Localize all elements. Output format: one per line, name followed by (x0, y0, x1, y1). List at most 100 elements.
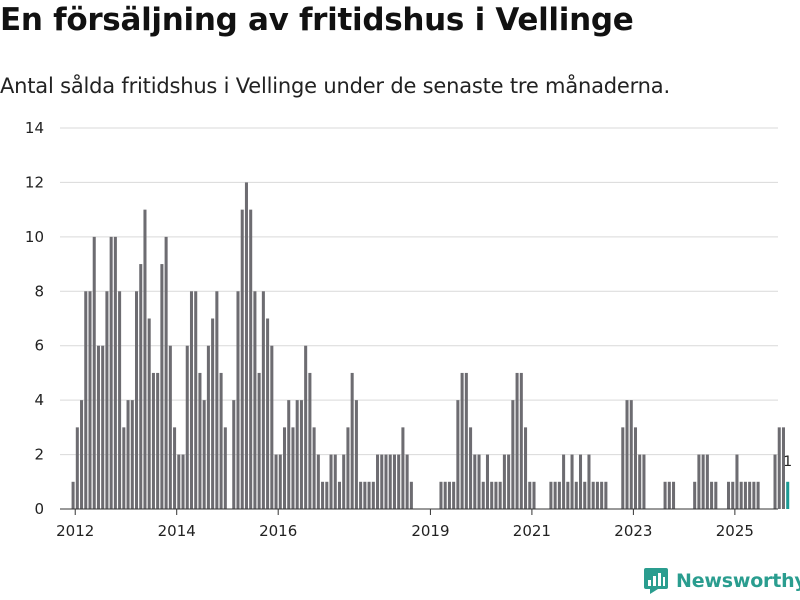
bar (164, 236, 168, 510)
bar (354, 400, 358, 509)
bar (287, 400, 291, 509)
bar (570, 454, 574, 509)
bar (333, 454, 337, 509)
bar (587, 454, 591, 509)
bar (726, 481, 731, 509)
bar (672, 481, 676, 509)
bar (257, 372, 261, 509)
bar (532, 481, 536, 509)
bar (502, 454, 506, 509)
bar (777, 427, 781, 509)
bar (177, 454, 181, 509)
bar (143, 209, 147, 509)
bar (282, 427, 287, 509)
bar (409, 481, 413, 509)
bar (113, 236, 117, 510)
bar (553, 481, 557, 509)
bar (701, 454, 705, 509)
bar (236, 291, 240, 509)
bar (346, 427, 350, 509)
bar (731, 481, 735, 509)
x-tick-label-2016: 2016 (259, 522, 297, 540)
bar (147, 318, 151, 509)
bar (84, 291, 88, 509)
x-tick-label-2014: 2014 (158, 522, 196, 540)
bar (270, 345, 274, 509)
bar (557, 481, 561, 509)
data-label-highlight: 1 (783, 454, 792, 470)
bar-highlight (786, 481, 790, 509)
bar (705, 454, 709, 509)
bar (405, 454, 409, 509)
y-tick-label-14: 14 (25, 119, 44, 137)
y-tick-label-8: 8 (34, 282, 44, 300)
bar (295, 400, 299, 509)
bar (304, 345, 308, 509)
bar (481, 481, 485, 509)
bar (312, 427, 316, 509)
bar (105, 291, 109, 509)
bar (773, 454, 777, 509)
bar (380, 454, 384, 509)
bar (743, 481, 747, 509)
bar (397, 454, 401, 509)
bar (494, 481, 498, 509)
bar (515, 372, 519, 509)
bar (181, 454, 185, 509)
bar (139, 264, 143, 509)
newsworthy-logo-icon (644, 568, 668, 594)
bar (75, 427, 79, 509)
bar (392, 454, 396, 509)
bar (477, 454, 481, 509)
y-tick-label-12: 12 (25, 173, 44, 191)
bar (621, 427, 625, 509)
x-axis: 2012 2014 2016 2019 2021 2023 2025 (56, 508, 778, 540)
bar (528, 481, 532, 509)
bar (693, 481, 697, 509)
bar (439, 481, 443, 509)
bar (71, 481, 75, 509)
bar (249, 209, 253, 509)
bar (80, 400, 84, 509)
bar (748, 481, 752, 509)
bar (363, 481, 367, 509)
bar (376, 454, 380, 509)
bar (194, 291, 198, 509)
bar (211, 318, 215, 509)
bar (714, 481, 718, 509)
bar (168, 345, 172, 509)
brand-logo-group[interactable]: Newsworthy (644, 568, 800, 594)
bar (371, 481, 375, 509)
bar (92, 236, 96, 510)
bar (625, 400, 629, 509)
bar (215, 291, 219, 509)
bar (160, 264, 164, 509)
bar (135, 291, 139, 509)
bar (342, 454, 346, 509)
x-tick-label-2019: 2019 (411, 522, 449, 540)
bar (756, 481, 760, 509)
bar (384, 454, 388, 509)
bar (126, 400, 130, 509)
bar (329, 454, 333, 509)
bar (578, 454, 583, 509)
x-tick-label-2012: 2012 (56, 522, 94, 540)
bar (367, 481, 371, 509)
bar (232, 400, 236, 509)
bar (667, 481, 671, 509)
bar (781, 427, 785, 509)
bar (739, 481, 743, 509)
bar (316, 454, 320, 509)
bar (507, 454, 511, 509)
x-tick-label-2025: 2025 (716, 522, 754, 540)
bar (206, 345, 210, 509)
bar (524, 427, 528, 509)
bar (600, 481, 604, 509)
y-tick-label-6: 6 (34, 337, 44, 355)
bar (118, 291, 122, 509)
bar (299, 400, 303, 509)
bar (591, 481, 595, 509)
bar (595, 481, 599, 509)
bar (752, 481, 756, 509)
